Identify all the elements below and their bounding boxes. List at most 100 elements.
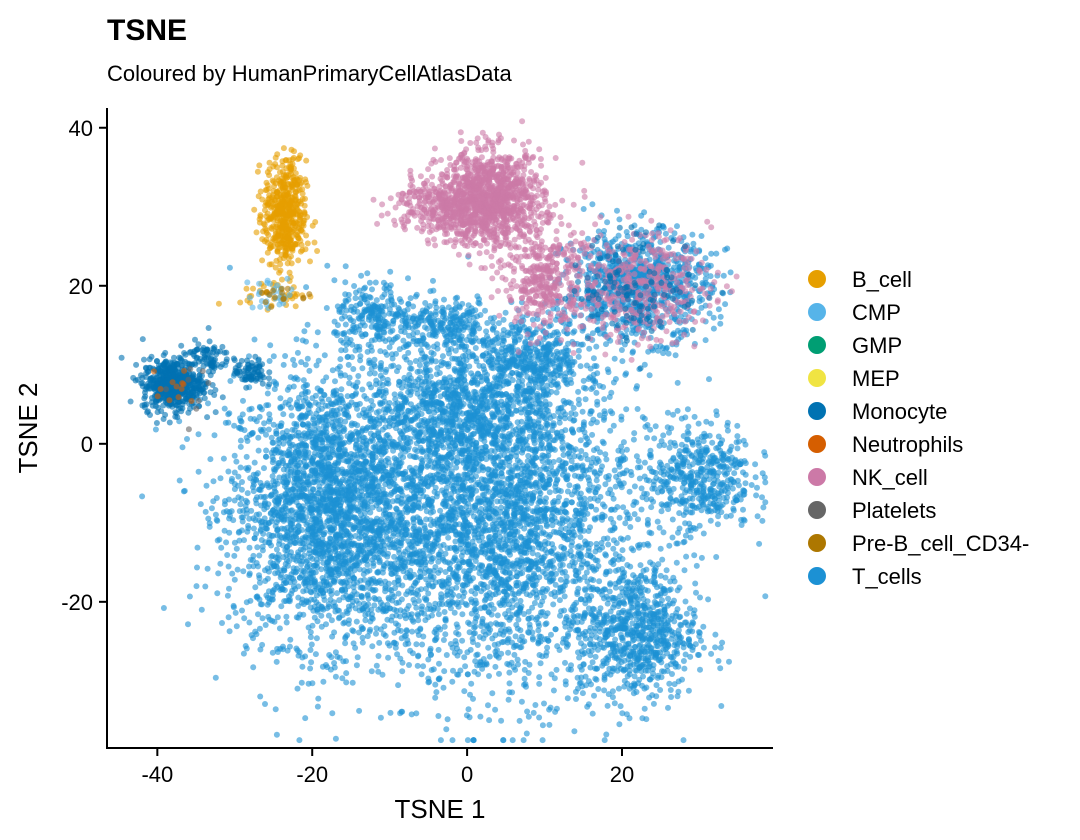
point-T_cells xyxy=(233,623,240,630)
point-T_cells xyxy=(250,484,256,491)
point-T_cells xyxy=(266,358,273,364)
point-T_cells xyxy=(266,531,273,538)
point-T_cells xyxy=(258,428,265,435)
point-T_cells xyxy=(363,515,370,522)
point-T_cells xyxy=(309,573,316,580)
point-T_cells xyxy=(384,640,391,647)
point-T_cells xyxy=(453,621,460,628)
point-T_cells xyxy=(243,645,250,652)
point-T_cells xyxy=(286,598,293,605)
point-T_cells xyxy=(293,336,300,343)
point-T_cells xyxy=(419,641,426,648)
point-T_cells xyxy=(332,543,339,550)
point-T_cells xyxy=(246,544,253,551)
point-T_cells xyxy=(574,589,581,596)
point-T_cells xyxy=(300,588,307,595)
point-T_cells xyxy=(250,635,256,642)
point-T_cells xyxy=(250,525,257,532)
point-T_cells xyxy=(440,637,447,643)
point-T_cells xyxy=(588,576,594,583)
point-T_cells xyxy=(610,422,617,429)
point-T_cells xyxy=(288,412,295,419)
point-T_cells xyxy=(274,480,281,487)
point-T_cells xyxy=(215,570,222,577)
point-T_cells xyxy=(449,644,456,651)
point-T_cells xyxy=(270,563,277,569)
point-T_cells xyxy=(331,578,337,585)
point-T_cells xyxy=(762,593,769,600)
point-T_cells xyxy=(316,483,323,490)
point-T_cells xyxy=(669,534,676,541)
point-T_cells xyxy=(435,569,442,576)
point-T_cells xyxy=(306,543,313,550)
point-T_cells xyxy=(369,437,376,444)
point-T_cells xyxy=(530,709,537,716)
point-T_cells xyxy=(305,422,312,429)
point-T_cells xyxy=(259,641,266,648)
point-T_cells xyxy=(585,486,592,493)
point-T_cells xyxy=(443,726,450,733)
point-T_cells xyxy=(258,502,265,509)
point-T_cells xyxy=(231,552,238,559)
point-T_cells xyxy=(533,470,540,477)
point-T_cells xyxy=(225,468,232,475)
point-T_cells xyxy=(218,544,225,551)
point-T_cells xyxy=(352,644,359,651)
point-T_cells xyxy=(630,436,637,443)
point-T_cells xyxy=(386,483,393,490)
point-T_cells xyxy=(424,474,431,480)
point-T_cells xyxy=(631,483,638,490)
point-T_cells xyxy=(377,372,384,379)
point-T_cells xyxy=(296,649,303,656)
point-T_cells xyxy=(605,541,612,548)
point-T_cells xyxy=(465,706,472,713)
point-T_cells xyxy=(375,606,382,613)
point-T_cells xyxy=(327,496,334,503)
point-T_cells xyxy=(631,511,638,518)
point-T_cells xyxy=(292,533,299,540)
point-T_cells xyxy=(320,531,327,538)
point-T_cells xyxy=(571,728,578,735)
point-T_cells xyxy=(618,413,625,420)
point-T_cells xyxy=(319,446,326,453)
point-T_cells xyxy=(468,588,475,595)
point-T_cells xyxy=(275,569,281,576)
point-T_cells xyxy=(342,418,349,425)
point-T_cells xyxy=(253,593,260,600)
point-T_cells xyxy=(444,545,451,552)
point-T_cells xyxy=(259,615,266,622)
point-T_cells xyxy=(556,457,563,464)
point-T_cells xyxy=(568,622,575,629)
point-T_cells xyxy=(256,511,263,518)
point-T_cells xyxy=(239,411,246,418)
point-T_cells xyxy=(571,472,578,479)
point-T_cells xyxy=(529,634,536,641)
point-T_cells xyxy=(306,561,313,568)
point-T_cells xyxy=(243,453,250,460)
point-T_cells xyxy=(231,452,238,459)
point-T_cells xyxy=(291,556,298,563)
point-T_cells xyxy=(461,688,468,695)
point-T_cells xyxy=(243,599,250,606)
point-T_cells xyxy=(525,713,532,720)
point-T_cells xyxy=(243,434,250,441)
point-T_cells xyxy=(568,499,575,506)
point-T_cells xyxy=(274,583,281,590)
point-T_cells xyxy=(466,567,472,574)
point-T_cells xyxy=(399,668,406,675)
point-T_cells xyxy=(516,717,523,724)
point-T_cells xyxy=(319,604,326,611)
point-T_cells xyxy=(449,737,456,744)
point-T_cells xyxy=(271,468,278,475)
point-T_cells xyxy=(441,668,448,675)
point-T_cells xyxy=(535,627,542,634)
point-T_cells xyxy=(311,614,318,621)
point-T_cells xyxy=(351,575,358,582)
point-T_cells xyxy=(409,628,416,635)
point-T_cells xyxy=(336,446,343,453)
point-T_cells xyxy=(472,658,479,665)
point-T_cells xyxy=(302,715,309,722)
point-T_cells xyxy=(280,361,287,368)
point-T_cells xyxy=(365,595,372,602)
point-T_cells xyxy=(225,614,232,621)
